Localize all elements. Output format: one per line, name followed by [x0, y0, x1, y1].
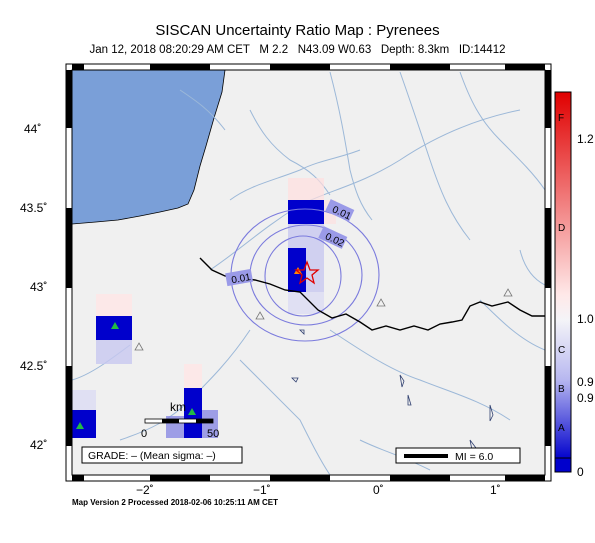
- ocean-bay-of-biscay: [72, 70, 226, 225]
- colorbar-value: 0.9: [577, 375, 594, 389]
- scale-unit: km: [170, 400, 186, 414]
- scale-min: 0: [141, 428, 147, 440]
- x-tick-label: −1˚: [253, 483, 271, 497]
- triangle-icon: [376, 298, 386, 307]
- x-tick-label: 0˚: [373, 483, 384, 497]
- grade-box: GRADE: – (Mean sigma: –): [81, 446, 243, 464]
- mi-legend: MI = 6.0: [395, 447, 521, 464]
- y-tick-label: 43˚: [30, 280, 47, 294]
- colorbar-value: 0.9: [577, 391, 594, 405]
- colorbar-letter: C: [558, 345, 565, 356]
- event-date: Jan 12, 2018 08:20:29 AM CET: [89, 44, 250, 56]
- x-tick-label: −2˚: [136, 483, 154, 497]
- map-frame: [65, 63, 552, 482]
- country-border: [199, 257, 545, 331]
- triangle-icon: [188, 408, 196, 415]
- mi-text: MI = 6.0: [455, 451, 493, 463]
- colorbar-letter: D: [558, 223, 565, 234]
- x-tick-label: 1˚: [490, 483, 501, 497]
- y-tick-label: 42˚: [30, 438, 47, 452]
- map-title: SISCAN Uncertainty Ratio Map : Pyrenees: [155, 22, 440, 39]
- grade-text: GRADE: – (Mean sigma: –): [88, 450, 216, 462]
- colorbar-letter: B: [558, 384, 565, 395]
- map-subtitle: Jan 12, 2018 08:20:29 AM CET M 2.2 N43.0…: [0, 44, 595, 56]
- colorbar-value: 0: [577, 465, 584, 479]
- red-star-icon: [294, 260, 320, 285]
- colorbar: F D C B A 1.2 1.0 0.9 0.9 0: [554, 91, 594, 479]
- triangle-icon: [255, 311, 265, 320]
- lakes: [291, 329, 494, 451]
- contour-labels: 0.01 0.02 0.01: [225, 199, 355, 286]
- event-depth: Depth: 8.3km: [380, 44, 450, 56]
- scale-max: 50: [207, 428, 219, 440]
- event-id: ID:14412: [458, 44, 506, 56]
- map-area: 0.01 0.02 0.01 km 0 50: [72, 70, 545, 475]
- y-axis-labels: 44˚ 43.5˚ 43˚ 42.5˚ 42˚: [20, 122, 47, 452]
- y-tick-label: 42.5˚: [20, 359, 47, 373]
- triangle-icon: [76, 422, 84, 429]
- y-tick-label: 43.5˚: [20, 201, 47, 215]
- x-axis-labels: −2˚ −1˚ 0˚ 1˚: [136, 483, 501, 497]
- scale-bar: km 0 50: [141, 400, 219, 440]
- colorbar-letter: A: [558, 423, 565, 434]
- y-tick-label: 44˚: [24, 122, 41, 136]
- map-footer: Map Version 2 Processed 2018-02-06 10:25…: [72, 498, 279, 507]
- contour-label-3: 0.01: [231, 272, 253, 286]
- colorbar-value: 1.0: [577, 312, 594, 326]
- colorbar-letter: F: [558, 113, 564, 124]
- triangle-icon: [111, 322, 119, 329]
- triangle-icon: [503, 288, 513, 297]
- event-magnitude: M 2.2: [259, 44, 289, 56]
- event-location: N43.09 W0.63: [297, 44, 372, 56]
- colorbar-value: 1.2: [577, 132, 594, 146]
- triangle-icon: [134, 342, 144, 351]
- stations: [76, 267, 513, 429]
